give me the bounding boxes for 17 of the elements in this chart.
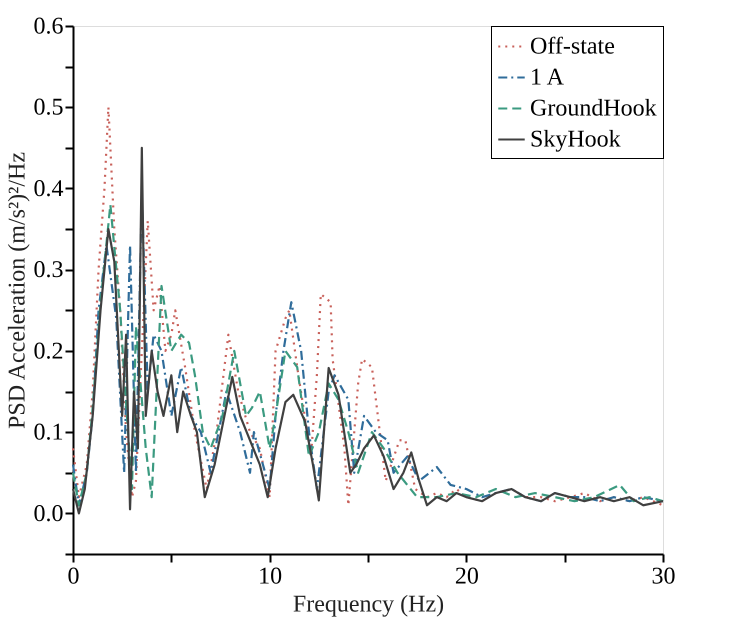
y-axis-title: PSD Acceleration (m/s²)²/Hz bbox=[4, 152, 30, 429]
x-axis-title: Frequency (Hz) bbox=[292, 592, 444, 618]
y-tick-label: 0.1 bbox=[34, 420, 64, 446]
legend-label: SkyHook bbox=[530, 126, 621, 152]
y-tick-label: 0.3 bbox=[34, 257, 64, 284]
y-tick-label: 0.5 bbox=[34, 94, 64, 121]
x-tick-label: 0 bbox=[68, 564, 80, 590]
legend-label: Off-state bbox=[530, 34, 615, 60]
x-tick-label: 20 bbox=[454, 564, 479, 590]
y-tick-label: 0.4 bbox=[34, 176, 64, 202]
y-tick-label: 0.2 bbox=[34, 338, 64, 364]
y-tick-label: 0.6 bbox=[34, 14, 64, 40]
x-tick-label: 10 bbox=[258, 564, 282, 590]
x-tick-label: 30 bbox=[652, 564, 676, 590]
legend-label: 1 A bbox=[530, 64, 565, 90]
legend-label: GroundHook bbox=[530, 96, 657, 122]
y-tick-label: 0.0 bbox=[34, 500, 64, 527]
